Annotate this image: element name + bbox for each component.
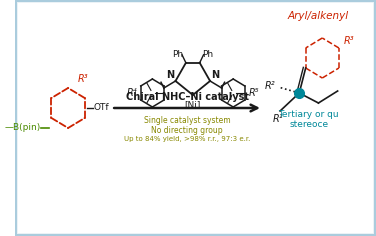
- FancyBboxPatch shape: [16, 1, 375, 235]
- Text: Aryl/alkenyl: Aryl/alkenyl: [288, 11, 349, 21]
- Text: Tertiary or qu: Tertiary or qu: [279, 110, 339, 119]
- Text: R⁴: R⁴: [126, 88, 137, 98]
- Text: [Ni]: [Ni]: [185, 100, 201, 109]
- Text: Single catalyst system: Single catalyst system: [144, 116, 230, 125]
- Text: R³: R³: [78, 74, 88, 84]
- Text: Up to 84% yield, >98% r.r., 97:3 e.r.: Up to 84% yield, >98% r.r., 97:3 e.r.: [124, 136, 250, 142]
- Text: N: N: [167, 70, 174, 80]
- Text: No directing group: No directing group: [151, 126, 223, 135]
- Text: N: N: [211, 70, 219, 80]
- FancyBboxPatch shape: [18, 3, 373, 233]
- Text: R¹: R¹: [273, 114, 284, 124]
- Text: Chiral NHC–Ni catalyst: Chiral NHC–Ni catalyst: [126, 92, 249, 102]
- Text: R²: R²: [265, 81, 275, 91]
- Text: OTf: OTf: [94, 104, 110, 113]
- Text: R⁵: R⁵: [249, 88, 259, 98]
- Text: stereoce: stereoce: [289, 120, 328, 129]
- Text: Ph: Ph: [203, 50, 214, 59]
- Text: Ph: Ph: [172, 50, 183, 59]
- Text: R³: R³: [343, 36, 354, 46]
- Text: —B(pin): —B(pin): [5, 123, 41, 132]
